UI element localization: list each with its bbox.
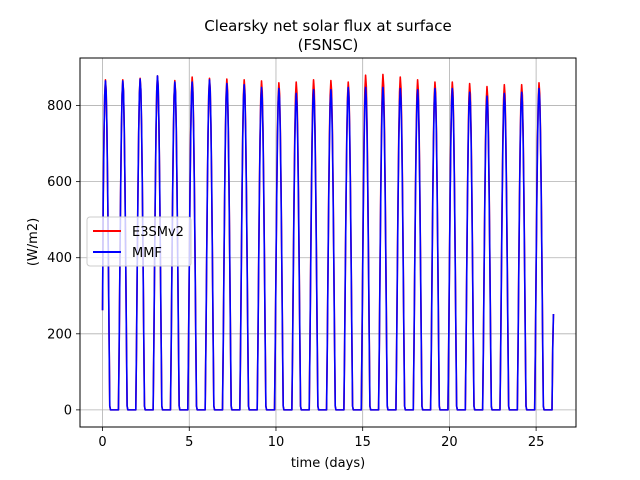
x-tick-label: 5: [185, 435, 193, 450]
y-tick-label: 600: [47, 175, 72, 190]
x-tick-label: 20: [441, 435, 458, 450]
x-axis-ticks: 0 5 10 15 20 25: [98, 427, 544, 450]
y-axis-ticks: 0 200 400 600 800: [47, 99, 80, 418]
chart-title-line1: Clearsky net solar flux at surface: [204, 17, 451, 35]
x-tick-label: 0: [98, 435, 106, 450]
legend: E3SMv2 MMF: [86, 216, 192, 267]
x-tick-label: 25: [528, 435, 545, 450]
chart-title-line2: (FSNSC): [298, 36, 359, 54]
plot-frame: [79, 57, 577, 428]
x-tick-label: 10: [268, 435, 285, 450]
y-tick-label: 0: [64, 403, 72, 418]
y-tick-label: 200: [47, 327, 72, 342]
legend-label-e3smv2: E3SMv2: [132, 225, 184, 240]
legend-box: [86, 216, 192, 267]
x-tick-label: 15: [354, 435, 371, 450]
y-tick-label: 400: [47, 251, 72, 266]
y-tick-label: 800: [47, 99, 72, 114]
x-axis-label: time (days): [291, 456, 365, 471]
legend-label-mmf: MMF: [132, 246, 162, 261]
y-axis-label: (W/m2): [26, 218, 41, 266]
